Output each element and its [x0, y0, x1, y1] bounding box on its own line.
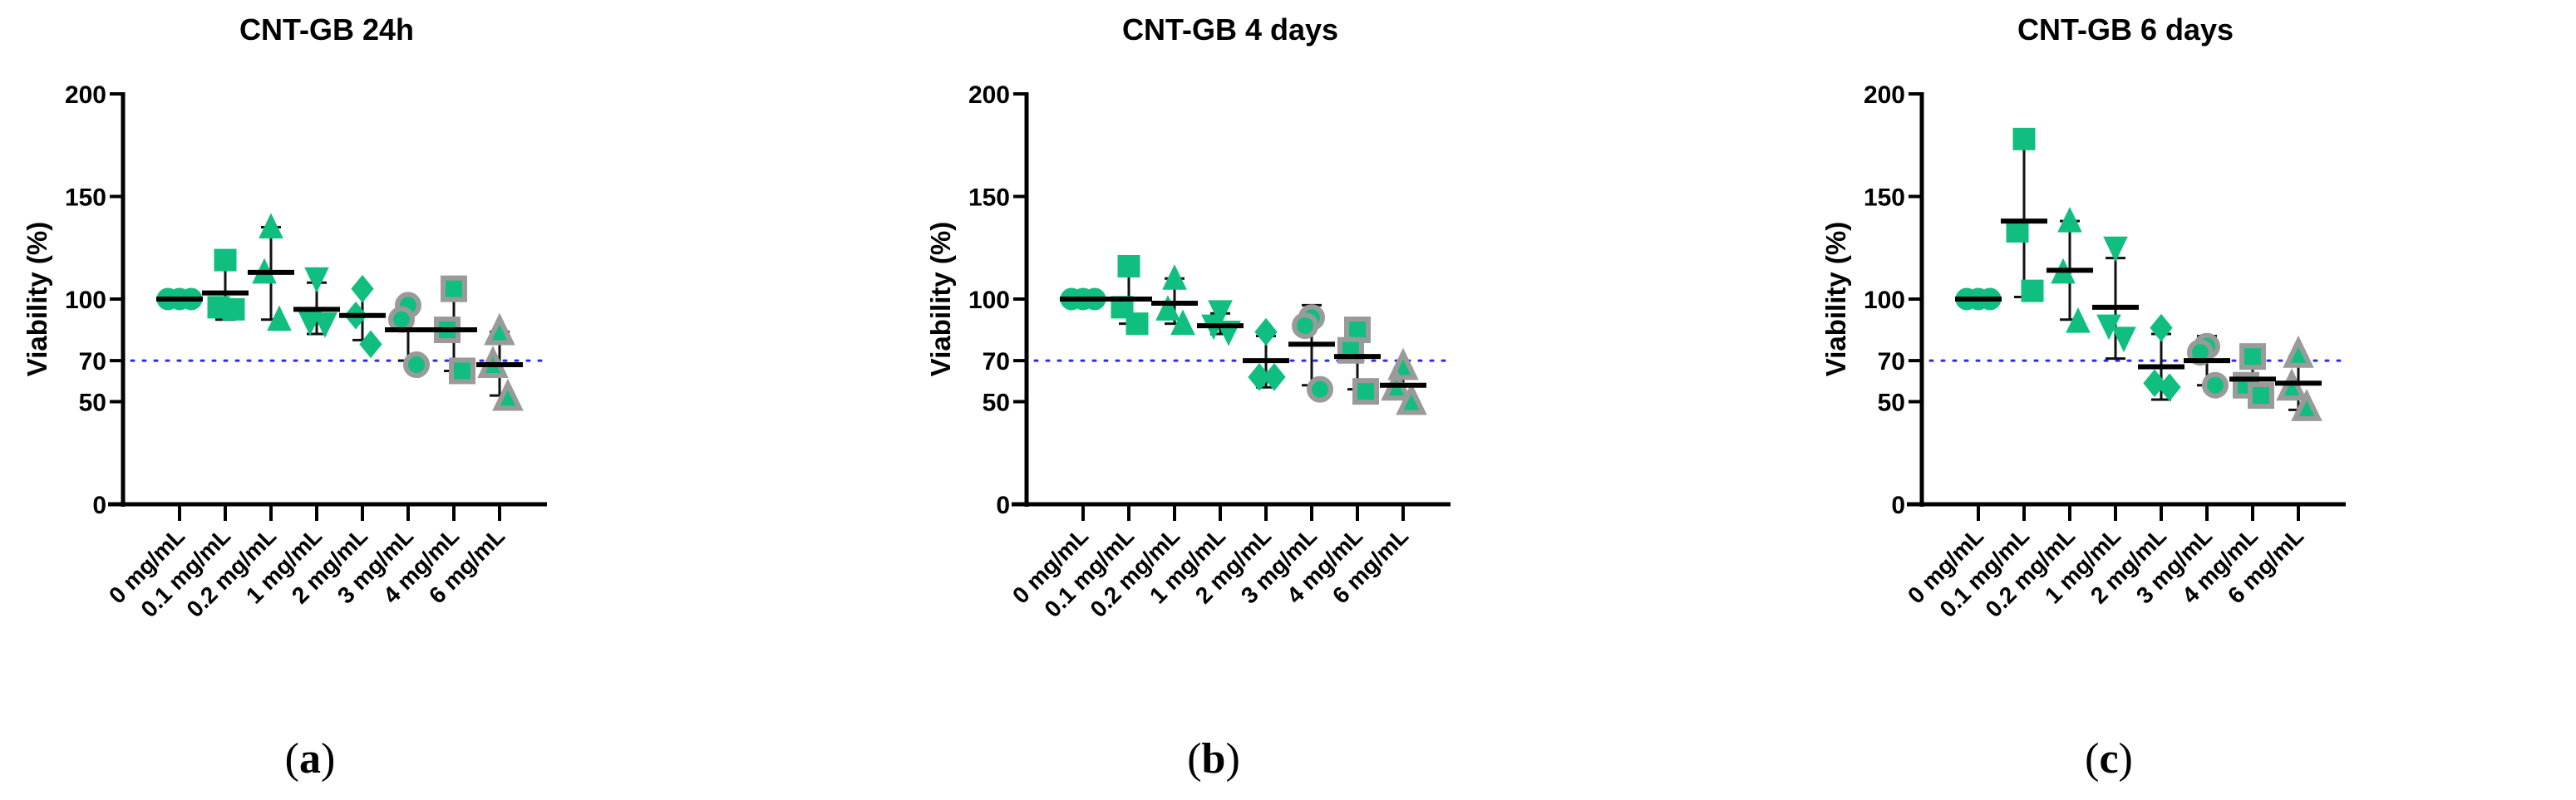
y-tick-label: 200 [968, 81, 1010, 109]
y-tick-label: 0 [92, 492, 106, 519]
data-point-diamond [1248, 363, 1271, 391]
data-point-circle [1292, 312, 1318, 340]
chart-panel-c: CNT-GB 6 days 0 50 70 100 150 200 Viability (%)… [1820, 12, 2347, 783]
y-tick-label: 0 [1891, 492, 1905, 519]
y-tick-label: 50 [983, 390, 1010, 417]
data-point-square [1117, 254, 1140, 277]
data-point-triangle [2066, 307, 2091, 333]
data-point-triangle [1162, 264, 1187, 290]
y-axis-label: Viability (%) [1820, 222, 1851, 376]
data-point-triangle [2276, 368, 2308, 401]
data-point-triangle-down [2103, 236, 2128, 263]
data-point-diamond [1254, 317, 1278, 346]
y-tick-label: 100 [1864, 287, 1905, 314]
chart-title: CNT-GB 4 days [1122, 12, 1338, 47]
data-point-triangle [1396, 382, 1427, 415]
y-tick-label: 100 [65, 287, 106, 314]
data-point-circle [388, 306, 415, 333]
data-point-square [441, 275, 467, 302]
y-tick-label: 100 [968, 287, 1010, 314]
data-point-triangle [2283, 335, 2314, 368]
data-point-circle [2187, 339, 2214, 366]
data-point-triangle-down [313, 312, 337, 338]
y-tick-label: 0 [996, 492, 1010, 519]
y-tick-label: 70 [1878, 348, 1905, 375]
y-tick-label: 150 [1864, 184, 1905, 212]
data-point-square [1352, 378, 1379, 405]
data-point-square [2006, 219, 2029, 243]
data-point-triangle [492, 378, 524, 411]
y-tick-label: 50 [1878, 390, 1905, 417]
data-point-triangle [484, 312, 515, 346]
panel-label: (b) [1187, 735, 1240, 783]
panel-label: (c) [2085, 735, 2133, 783]
data-point-square [1125, 312, 1149, 336]
y-tick-label: 150 [65, 184, 106, 212]
data-point-circle [2202, 371, 2229, 399]
chart-panel-b: CNT-GB 4 days 0 50 70 100 150 200 Viability (%)… [925, 12, 1452, 783]
data-point-triangle [1155, 295, 1180, 321]
y-tick-label: 200 [65, 81, 106, 109]
y-axis-label: Viability (%) [925, 222, 956, 376]
data-point-square [2248, 382, 2274, 410]
data-point-square [2239, 343, 2266, 371]
data-point-circle [403, 351, 430, 379]
data-point-diamond [2150, 313, 2173, 342]
y-tick-label: 200 [1864, 81, 1905, 109]
chart-title: CNT-GB 6 days [2017, 12, 2234, 47]
data-point-square [214, 248, 237, 272]
data-point-diamond [359, 330, 382, 359]
y-tick-label: 150 [968, 184, 1010, 212]
data-point-diamond [1263, 363, 1286, 391]
y-tick-label: 50 [79, 390, 106, 417]
y-axis-label: Viability (%) [22, 222, 52, 376]
data-point-circle [1307, 375, 1333, 403]
data-point-triangle-down [2111, 326, 2136, 353]
data-point-triangle [267, 305, 292, 331]
data-point-triangle-down [1208, 300, 1233, 326]
data-point-triangle [259, 213, 283, 239]
data-point-diamond [2143, 369, 2166, 398]
chart-title: CNT-GB 24h [239, 12, 414, 47]
panel-label: (a) [285, 735, 336, 783]
data-point-triangle-down [304, 267, 329, 293]
data-point-diamond [2158, 373, 2181, 402]
y-tick-label: 70 [983, 348, 1010, 375]
data-point-triangle [2057, 206, 2082, 233]
data-point-square [222, 297, 245, 321]
data-point-triangle [1170, 309, 1195, 336]
data-point-square [449, 357, 475, 385]
data-point-square [2012, 127, 2036, 150]
y-tick-label: 70 [79, 348, 106, 375]
data-point-square [2021, 279, 2044, 302]
data-point-diamond [351, 274, 374, 303]
data-point-triangle [2291, 389, 2322, 421]
